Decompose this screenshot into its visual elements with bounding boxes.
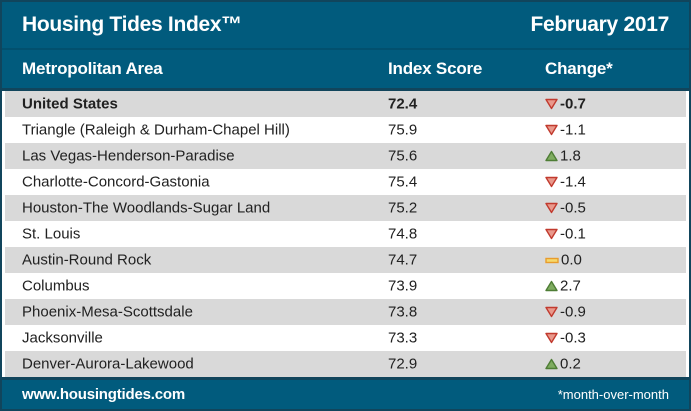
column-header-change: Change* [545,59,613,78]
triangle-down-icon [545,98,558,110]
metro-area-cell: Jacksonville [22,329,103,347]
index-score-cell: 74.8 [388,225,418,243]
index-score-cell: 73.9 [388,277,418,295]
change-value: -1.1 [560,121,586,139]
table-row: Austin-Round Rock 74.7 0.0 [5,247,686,273]
metro-area-cell: St. Louis [22,225,81,243]
triangle-down-icon [545,306,558,318]
change-value: 2.7 [560,277,581,295]
flat-bar-icon [545,256,559,264]
change-cell: -0.9 [545,305,586,320]
index-score-cell: 72.4 [388,95,418,113]
table-row: Las Vegas-Henderson-Paradise 75.6 1.8 [5,143,686,169]
metro-area-cell: Austin-Round Rock [22,251,152,269]
change-value: -1.4 [560,173,586,191]
triangle-up-icon [545,280,558,292]
index-table-body: United States 72.4 -0.7 Triangle (Raleigh &… [2,91,689,377]
change-value: -0.1 [560,225,586,243]
change-cell: 0.2 [545,357,581,372]
change-cell: -0.5 [545,201,586,216]
metro-area-cell: Columbus [22,277,90,295]
table-row: St. Louis 74.8 -0.1 [5,221,686,247]
change-value: -0.7 [560,95,586,113]
table-row: Jacksonville 73.3 -0.3 [5,325,686,351]
triangle-down-icon [545,124,558,136]
index-score-cell: 75.6 [388,147,418,165]
report-date: February 2017 [530,13,669,36]
triangle-down-icon [545,228,558,240]
change-value: -0.5 [560,199,586,217]
change-value: 0.2 [560,355,581,373]
footer-bar: www.housingtides.com *month-over-month [2,377,689,409]
title-separator [2,48,689,50]
metro-area-cell: United States [22,95,118,113]
table-row: Houston-The Woodlands-Sugar Land 75.2 -0.5 [5,195,686,221]
change-cell: -0.3 [545,331,586,346]
table-row: Columbus 73.9 2.7 [5,273,686,299]
triangle-down-icon [545,202,558,214]
change-cell: 2.7 [545,279,581,294]
metro-area-cell: Las Vegas-Henderson-Paradise [22,147,235,165]
change-value: 1.8 [560,147,581,165]
change-cell: -1.1 [545,123,586,138]
table-row: Denver-Aurora-Lakewood 72.9 0.2 [5,351,686,377]
metro-area-cell: Houston-The Woodlands-Sugar Land [22,199,271,217]
column-header-metropolitan-area: Metropolitan Area [22,59,163,78]
change-value: -0.3 [560,329,586,347]
metro-area-cell: Charlotte-Concord-Gastonia [22,173,210,191]
index-score-cell: 75.4 [388,173,418,191]
website-link[interactable]: www.housingtides.com [22,386,185,403]
metro-area-cell: Triangle (Raleigh & Durham-Chapel Hill) [22,121,290,139]
index-score-cell: 73.8 [388,303,418,321]
table-row: Phoenix-Mesa-Scottsdale 73.8 -0.9 [5,299,686,325]
table-row: Triangle (Raleigh & Durham-Chapel Hill) 7… [5,117,686,143]
column-header-index-score: Index Score [388,59,483,78]
index-score-cell: 72.9 [388,355,418,373]
table-row: United States 72.4 -0.7 [5,91,686,117]
index-score-cell: 75.2 [388,199,418,217]
change-cell: 1.8 [545,149,581,164]
change-value: 0.0 [561,251,582,269]
index-score-cell: 74.7 [388,251,418,269]
change-cell: -1.4 [545,175,586,190]
triangle-down-icon [545,176,558,188]
change-value: -0.9 [560,303,586,321]
table-row: Charlotte-Concord-Gastonia 75.4 -1.4 [5,169,686,195]
change-cell: -0.7 [545,97,586,112]
table-column-header: Metropolitan Area Index Score Change* [2,50,689,91]
triangle-down-icon [545,332,558,344]
title-bar: Housing Tides Index™ February 2017 [2,2,689,48]
index-score-cell: 73.3 [388,329,418,347]
metro-area-cell: Denver-Aurora-Lakewood [22,355,194,373]
index-score-cell: 75.9 [388,121,418,139]
metro-area-cell: Phoenix-Mesa-Scottsdale [22,303,193,321]
footnote: *month-over-month [557,387,669,402]
triangle-up-icon [545,358,558,370]
change-cell: 0.0 [545,253,582,268]
change-cell: -0.1 [545,227,586,242]
triangle-up-icon [545,150,558,162]
page-title: Housing Tides Index™ [22,13,242,36]
